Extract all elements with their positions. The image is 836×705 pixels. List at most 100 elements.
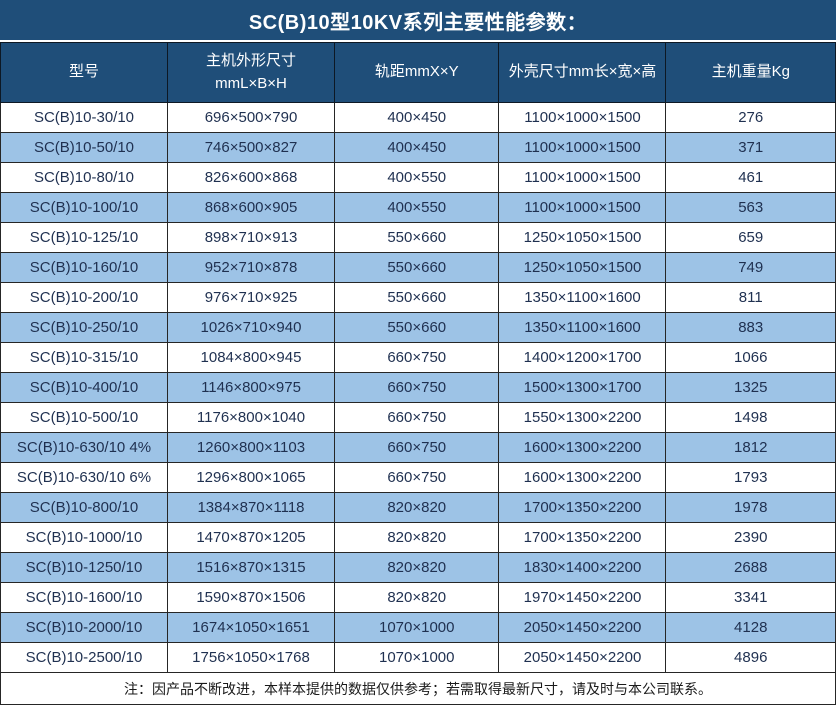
table-cell: 2050×1450×2200: [498, 642, 667, 673]
table-cell: SC(B)10-125/10: [0, 222, 168, 253]
table-row: SC(B)10-800/10 1384×870×1118 820×820 1700×1…: [0, 492, 836, 523]
table-cell: 400×450: [333, 102, 500, 133]
table-row: SC(B)10-50/10 746×500×827 400×450 1100×1000…: [0, 132, 836, 163]
header-dimensions: 主机外形尺寸 mmL×B×H: [167, 42, 335, 103]
table-cell: 400×450: [333, 132, 500, 163]
table-row: SC(B)10-1600/10 1590×870×1506 820×820 1970×…: [0, 582, 836, 613]
table-header: 型号 主机外形尺寸 mmL×B×H 轨距mmX×Y 外壳尺寸mm长×宽×高 主机…: [0, 42, 836, 103]
table-row: SC(B)10-100/10 868×600×905 400×550 1100×100…: [0, 192, 836, 223]
table-cell: 1516×870×1315: [167, 552, 335, 583]
table-row: SC(B)10-400/10 1146×800×975 660×750 1500×13…: [0, 372, 836, 403]
table-cell: 4128: [665, 612, 836, 643]
table-cell: 976×710×925: [167, 282, 335, 313]
table-cell: 1498: [665, 402, 836, 433]
table-cell: SC(B)10-200/10: [0, 282, 168, 313]
table-cell: SC(B)10-2500/10: [0, 642, 168, 673]
table-cell: 550×660: [333, 252, 500, 283]
footer-note: 注：因产品不断改进，本样本提供的数据仅供参考；若需取得最新尺寸，请及时与本公司联…: [0, 673, 836, 705]
table-cell: 1250×1050×1500: [498, 222, 667, 253]
table-cell: 1400×1200×1700: [498, 342, 667, 373]
table-cell: 1812: [665, 432, 836, 463]
header-dimensions-line1: 主机外形尺寸: [205, 52, 296, 69]
header-weight: 主机重量Kg: [665, 42, 836, 103]
table-cell: 1674×1050×1651: [167, 612, 335, 643]
table-row: SC(B)10-2000/10 1674×1050×1651 1070×1000 20…: [0, 612, 836, 643]
table-cell: 1600×1300×2200: [498, 462, 667, 493]
table-cell: 660×750: [333, 372, 500, 403]
table-cell: 811: [665, 282, 836, 313]
table-row: SC(B)10-500/10 1176×800×1040 660×750 1550×1…: [0, 402, 836, 433]
table-cell: 1500×1300×1700: [498, 372, 667, 403]
table-cell: 1066: [665, 342, 836, 373]
table-cell: 820×820: [333, 522, 500, 553]
table-cell: SC(B)10-800/10: [0, 492, 168, 523]
table-cell: 400×550: [333, 192, 500, 223]
table-row: SC(B)10-2500/10 1756×1050×1768 1070×1000 20…: [0, 642, 836, 673]
table-cell: SC(B)10-100/10: [0, 192, 168, 223]
table-row: SC(B)10-630/10 4% 1260×800×1103 660×750 160…: [0, 432, 836, 463]
table-cell: 1070×1000: [333, 612, 500, 643]
table-cell: 746×500×827: [167, 132, 335, 163]
table-cell: 3341: [665, 582, 836, 613]
table-cell: 1978: [665, 492, 836, 523]
table-cell: 1700×1350×2200: [498, 522, 667, 553]
table-cell: SC(B)10-630/10 4%: [0, 432, 168, 463]
table-cell: SC(B)10-50/10: [0, 132, 168, 163]
table-cell: 826×600×868: [167, 162, 335, 193]
table-cell: 1384×870×1118: [167, 492, 335, 523]
header-dimensions-line2: mmL×B×H: [215, 74, 287, 92]
table-cell: 660×750: [333, 432, 500, 463]
table-cell: 1100×1000×1500: [498, 162, 667, 193]
table-cell: 1070×1000: [333, 642, 500, 673]
table-row: SC(B)10-30/10 696×500×790 400×450 1100×1000…: [0, 102, 836, 133]
table-row: SC(B)10-200/10 976×710×925 550×660 1350×110…: [0, 282, 836, 313]
table-cell: 1100×1000×1500: [498, 102, 667, 133]
table-cell: 660×750: [333, 462, 500, 493]
table-row: SC(B)10-1250/10 1516×870×1315 820×820 1830×…: [0, 552, 836, 583]
table-cell: 2688: [665, 552, 836, 583]
table-cell: 1830×1400×2200: [498, 552, 667, 583]
table-cell: 868×600×905: [167, 192, 335, 223]
table-cell: SC(B)10-160/10: [0, 252, 168, 283]
title-divider: [0, 40, 836, 42]
table-cell: SC(B)10-80/10: [0, 162, 168, 193]
page-title: SC(B)10型10KV系列主要性能参数：: [0, 0, 836, 40]
table-cell: 898×710×913: [167, 222, 335, 253]
table-cell: 1260×800×1103: [167, 432, 335, 463]
table-cell: 400×550: [333, 162, 500, 193]
table-cell: 1084×800×945: [167, 342, 335, 373]
table-cell: 550×660: [333, 282, 500, 313]
spec-table: 型号 主机外形尺寸 mmL×B×H 轨距mmX×Y 外壳尺寸mm长×宽×高 主机…: [0, 42, 836, 673]
table-cell: 1470×870×1205: [167, 522, 335, 553]
table-row: SC(B)10-630/10 6% 1296×800×1065 660×750 160…: [0, 462, 836, 493]
table-cell: 1100×1000×1500: [498, 132, 667, 163]
table-cell: 952×710×878: [167, 252, 335, 283]
table-cell: 696×500×790: [167, 102, 335, 133]
table-cell: 1600×1300×2200: [498, 432, 667, 463]
table-row: SC(B)10-250/10 1026×710×940 550×660 1350×11…: [0, 312, 836, 343]
table-cell: 4896: [665, 642, 836, 673]
table-cell: 1756×1050×1768: [167, 642, 335, 673]
table-cell: SC(B)10-500/10: [0, 402, 168, 433]
header-model: 型号: [0, 42, 168, 103]
table-cell: SC(B)10-250/10: [0, 312, 168, 343]
table-cell: 563: [665, 192, 836, 223]
table-row: SC(B)10-1000/10 1470×870×1205 820×820 1700×…: [0, 522, 836, 553]
table-cell: SC(B)10-30/10: [0, 102, 168, 133]
table-cell: 1970×1450×2200: [498, 582, 667, 613]
table-cell: 550×660: [333, 312, 500, 343]
table-cell: SC(B)10-400/10: [0, 372, 168, 403]
table-row: SC(B)10-315/10 1084×800×945 660×750 1400×12…: [0, 342, 836, 373]
header-row: 型号 主机外形尺寸 mmL×B×H 轨距mmX×Y 外壳尺寸mm长×宽×高 主机…: [0, 42, 836, 103]
table-cell: 1700×1350×2200: [498, 492, 667, 523]
table-cell: 659: [665, 222, 836, 253]
table-row: SC(B)10-80/10 826×600×868 400×550 1100×1000…: [0, 162, 836, 193]
table-cell: 1176×800×1040: [167, 402, 335, 433]
table-row: SC(B)10-160/10 952×710×878 550×660 1250×105…: [0, 252, 836, 283]
table-cell: 1026×710×940: [167, 312, 335, 343]
table-cell: 1325: [665, 372, 836, 403]
table-cell: SC(B)10-1250/10: [0, 552, 168, 583]
table-cell: 1100×1000×1500: [498, 192, 667, 223]
table-cell: 749: [665, 252, 836, 283]
